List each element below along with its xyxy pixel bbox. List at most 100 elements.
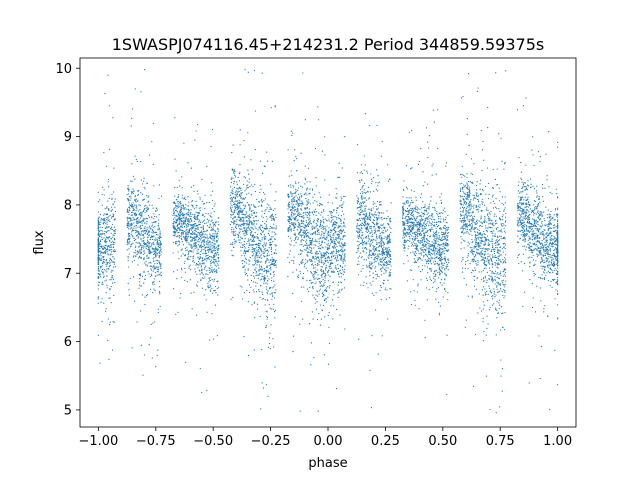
- data-point: [155, 266, 157, 268]
- data-point: [176, 220, 179, 222]
- data-point: [328, 234, 330, 236]
- data-point: [238, 187, 240, 189]
- data-point: [107, 226, 110, 228]
- data-point: [190, 292, 192, 294]
- data-point: [173, 201, 175, 203]
- data-point: [148, 256, 150, 258]
- data-point: [315, 233, 317, 235]
- data-point: [294, 181, 297, 183]
- data-point: [338, 254, 340, 256]
- data-point: [191, 245, 193, 247]
- data-point: [297, 209, 299, 211]
- data-point: [130, 233, 132, 235]
- data-point: [261, 250, 263, 252]
- data-point: [247, 240, 249, 243]
- data-point: [372, 272, 374, 274]
- data-point: [201, 230, 203, 232]
- data-point: [362, 185, 365, 187]
- data-point: [112, 246, 115, 248]
- data-point: [246, 223, 248, 225]
- data-point: [149, 337, 152, 339]
- data-point: [378, 215, 380, 217]
- data-point: [130, 211, 133, 214]
- data-point: [318, 242, 320, 244]
- data-point: [320, 244, 323, 246]
- data-point: [293, 204, 295, 206]
- data-point: [288, 220, 290, 222]
- data-point: [247, 226, 249, 228]
- data-point: [329, 243, 332, 245]
- data-point: [327, 271, 329, 273]
- data-point: [180, 210, 182, 213]
- data-point: [258, 289, 260, 291]
- data-point: [143, 241, 145, 244]
- data-point: [229, 223, 232, 226]
- data-point: [340, 255, 342, 257]
- data-point: [140, 213, 142, 215]
- data-point: [192, 233, 194, 235]
- data-point: [114, 242, 116, 244]
- data-point: [206, 311, 208, 313]
- data-point: [197, 239, 200, 241]
- data-point: [270, 227, 273, 229]
- data-point: [249, 244, 251, 246]
- data-point: [327, 280, 329, 282]
- data-point: [369, 282, 371, 284]
- data-point: [259, 272, 261, 275]
- data-point: [177, 205, 179, 207]
- data-point: [342, 236, 344, 238]
- data-point: [154, 290, 156, 292]
- data-point: [302, 212, 304, 214]
- data-point: [144, 211, 146, 214]
- data-point: [270, 273, 272, 275]
- data-point: [212, 226, 214, 228]
- data-point: [308, 279, 311, 282]
- data-point: [298, 253, 300, 255]
- data-point: [356, 218, 358, 221]
- data-point: [273, 264, 276, 267]
- data-point: [237, 210, 240, 213]
- data-point: [107, 186, 110, 188]
- data-point: [377, 255, 379, 257]
- data-point: [294, 217, 297, 219]
- data-point: [304, 262, 306, 265]
- data-point: [174, 207, 176, 209]
- data-point: [375, 214, 377, 216]
- data-point: [238, 239, 240, 241]
- data-point: [297, 205, 299, 207]
- data-point: [366, 170, 368, 172]
- data-point: [172, 231, 174, 233]
- data-point: [313, 221, 315, 223]
- data-point: [297, 187, 300, 189]
- data-point: [264, 198, 266, 200]
- data-point: [325, 298, 327, 300]
- data-point: [201, 287, 204, 289]
- data-point: [311, 226, 313, 228]
- data-point: [382, 259, 385, 261]
- data-point: [370, 267, 372, 269]
- data-point: [336, 216, 338, 219]
- data-point: [370, 243, 372, 245]
- data-point: [317, 230, 319, 232]
- data-point: [321, 254, 323, 256]
- data-point: [140, 257, 142, 260]
- data-point: [303, 232, 306, 234]
- data-point: [261, 244, 264, 247]
- data-point: [201, 200, 203, 202]
- data-point: [101, 270, 103, 272]
- data-point: [181, 248, 183, 250]
- data-point: [331, 202, 334, 204]
- data-point: [151, 243, 153, 245]
- data-point: [199, 246, 201, 248]
- data-point: [340, 289, 342, 291]
- data-point: [309, 252, 311, 254]
- data-point: [201, 277, 203, 279]
- data-point: [136, 205, 138, 207]
- data-point: [311, 240, 313, 242]
- data-point: [333, 240, 336, 243]
- data-point: [311, 248, 313, 250]
- data-point: [337, 236, 340, 238]
- data-point: [246, 212, 248, 214]
- data-point: [216, 272, 218, 274]
- data-point: [272, 217, 274, 219]
